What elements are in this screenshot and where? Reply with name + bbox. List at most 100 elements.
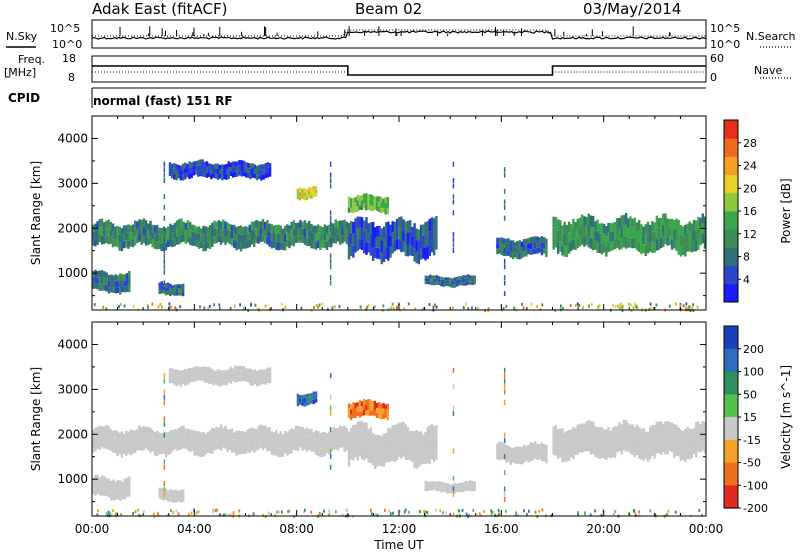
- heatmap-cell: [592, 227, 595, 239]
- heatmap-cell: [92, 282, 95, 289]
- heatmap-cell: [646, 451, 650, 462]
- heatmap-cell: [576, 434, 579, 445]
- heatmap-cell: [208, 225, 212, 234]
- heatmap-cell: [360, 228, 364, 240]
- heatmap-cell: [184, 428, 187, 436]
- colorbar-tick-label: 4: [743, 273, 750, 286]
- heatmap-cell: [169, 493, 172, 498]
- heatmap-cell: [189, 444, 192, 453]
- heatmap-cell: [380, 435, 383, 446]
- streak-cell: [163, 194, 166, 200]
- heatmap-cell: [151, 239, 154, 248]
- heatmap-cell: [249, 374, 252, 380]
- heatmap-cell: [167, 490, 170, 495]
- heatmap-cell: [169, 231, 172, 239]
- heatmap-cell: [206, 438, 210, 446]
- heatmap-cell: [587, 225, 590, 237]
- heatmap-cell: [395, 218, 399, 230]
- heatmap-cell: [230, 436, 234, 445]
- heatmap-cell: [204, 242, 207, 251]
- heatmap-cell: [125, 439, 128, 448]
- heatmap-cell: [433, 449, 436, 462]
- heatmap-cell: [352, 436, 355, 449]
- speckle-cell: [480, 513, 482, 517]
- heatmap-cell: [358, 205, 361, 210]
- ytick-label: 2000: [57, 221, 88, 235]
- heatmap-cell: [179, 170, 182, 176]
- heatmap-cell: [275, 430, 278, 439]
- heatmap-cell: [498, 441, 501, 448]
- heatmap-cell: [677, 243, 680, 255]
- speckle-cell: [458, 509, 461, 513]
- heatmap-cell: [116, 275, 120, 282]
- heatmap-cell: [255, 428, 258, 437]
- heatmap-cell: [92, 477, 95, 484]
- heatmap-cell: [429, 487, 432, 491]
- heatmap-cell: [328, 446, 331, 455]
- heatmap-cell: [123, 478, 126, 486]
- heatmap-cell: [255, 235, 258, 244]
- streak-cell: [452, 178, 455, 183]
- heatmap-cell: [347, 408, 351, 414]
- heatmap-cell: [382, 238, 386, 251]
- x-axis-label: Time UT: [373, 538, 424, 552]
- heatmap-cell: [330, 223, 333, 231]
- heatmap-cell: [107, 274, 111, 282]
- heatmap-cell: [281, 228, 285, 236]
- speckle-cell: [618, 306, 621, 310]
- heatmap-cell: [435, 484, 439, 488]
- heatmap-cell: [444, 483, 447, 487]
- heatmap-cell: [624, 236, 628, 249]
- heatmap-cell: [602, 448, 606, 459]
- heatmap-cell: [402, 230, 405, 241]
- heatmap-cell: [195, 439, 199, 448]
- heatmap-cell: [230, 224, 234, 232]
- heatmap-cell: [158, 241, 161, 249]
- heatmap-cell: [363, 422, 366, 436]
- heatmap-cell: [268, 377, 272, 384]
- heatmap-cell: [367, 233, 370, 243]
- heatmap-cell: [509, 246, 512, 252]
- heatmap-cell: [629, 434, 632, 444]
- heatmap-cell: [301, 188, 304, 193]
- heatmap-cell: [224, 221, 227, 230]
- heatmap-cell: [158, 227, 161, 235]
- heatmap-cell: [609, 449, 612, 459]
- heatmap-cell: [369, 439, 373, 451]
- heatmap-cell: [653, 222, 656, 233]
- heatmap-cell: [529, 243, 532, 249]
- heatmap-cell: [251, 163, 254, 169]
- heatmap-cell: [688, 221, 691, 232]
- heatmap-cell: [180, 226, 183, 235]
- speckle-cell: [679, 303, 682, 307]
- heatmap-cell: [107, 478, 111, 485]
- heatmap-cell: [181, 374, 185, 380]
- heatmap-cell: [507, 244, 510, 250]
- heatmap-cell: [221, 380, 224, 386]
- heatmap-cell: [110, 280, 113, 287]
- heatmap-cell: [203, 166, 206, 172]
- heatmap-cell: [618, 432, 621, 442]
- heatmap-cell: [657, 432, 661, 443]
- heatmap-cell: [222, 234, 225, 243]
- heatmap-cell: [426, 275, 430, 279]
- heatmap-cell: [194, 376, 198, 382]
- heatmap-cell: [655, 239, 658, 251]
- heatmap-cell: [202, 448, 205, 457]
- heatmap-cell: [257, 236, 260, 244]
- ytick-label: 3000: [57, 382, 88, 396]
- heatmap-cell: [214, 375, 217, 380]
- heatmap-cell: [109, 221, 112, 230]
- heatmap-cell: [255, 381, 259, 387]
- heatmap-cell: [358, 432, 362, 445]
- heatmap-cell: [236, 366, 239, 372]
- heatmap-cell: [239, 431, 243, 439]
- heatmap-cell: [192, 366, 196, 372]
- heatmap-cell: [129, 239, 132, 247]
- heatmap-cell: [179, 175, 182, 181]
- heatmap-cell: [308, 187, 311, 191]
- heatmap-cell: [429, 281, 432, 285]
- heatmap-cell: [186, 172, 189, 178]
- heatmap-cell: [190, 172, 193, 179]
- heatmap-cell: [426, 484, 430, 488]
